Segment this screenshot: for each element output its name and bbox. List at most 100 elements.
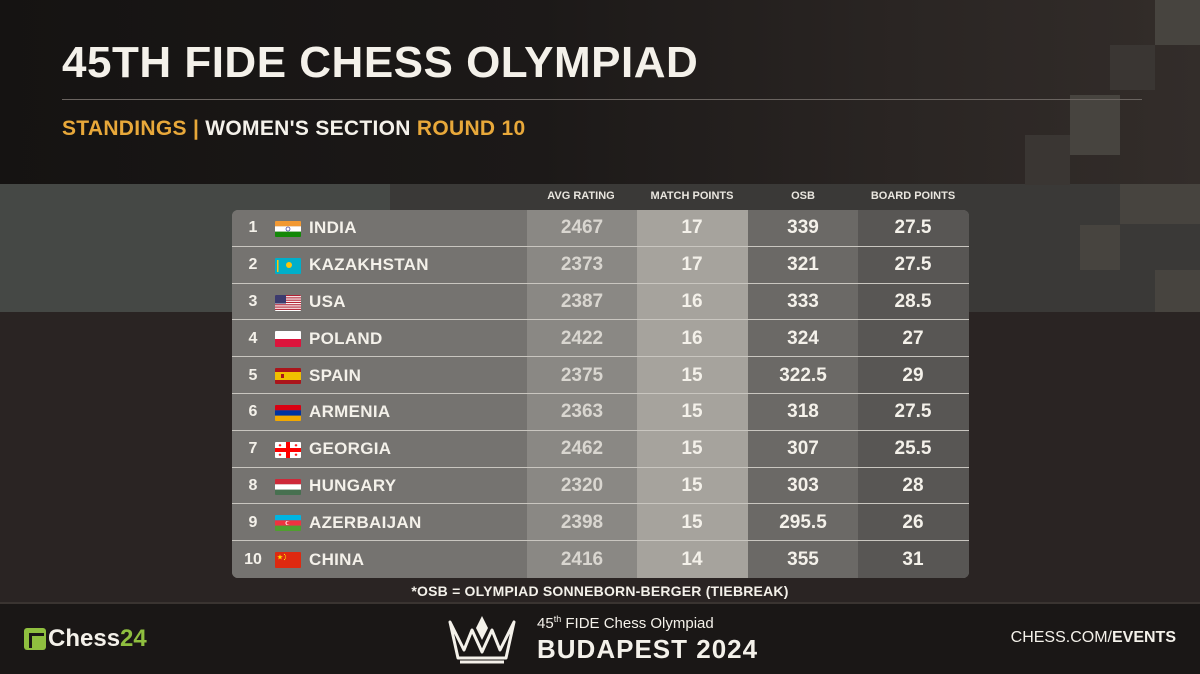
cell-avg-rating: 2462 [560,438,604,460]
flag-kazakhstan-icon [275,257,301,274]
subtitle-section: WOMEN'S SECTION [205,117,411,140]
event-brand: 45th FIDE Chess Olympiad BUDAPEST 2024 [537,614,758,665]
cell-match-points: 15 [681,401,703,423]
cell-rank: 5 [248,366,258,384]
cell-team: USA [309,291,346,311]
subtitle-round: ROUND 10 [416,117,526,140]
cell-match-points: 17 [681,217,703,239]
column-header-osb: OSB [791,190,815,202]
row-divider [232,392,969,394]
cell-team: HUNGARY [309,475,397,495]
cell-team: INDIA [309,218,357,238]
cell-board-points: 27.5 [894,217,932,239]
flag-spain-icon [275,368,301,385]
cell-osb: 307 [787,438,819,460]
cell-avg-rating: 2422 [560,327,604,349]
cell-team: ARMENIA [309,402,391,422]
row-divider [232,466,969,468]
events-domain: CHESS.COM/ [1010,629,1112,646]
cell-avg-rating: 2363 [560,401,604,423]
crown-logo-icon [448,616,516,664]
cell-team: SPAIN [309,365,362,385]
footer-bar [0,604,1200,674]
chess24-icon [24,628,46,650]
chess24-logo[interactable]: Chess24 [24,625,147,653]
column-header-avg-rating: AVG RATING [547,190,615,202]
column-bg-match-points [637,210,748,578]
row-divider [232,429,969,431]
flag-india-icon [275,221,301,237]
cell-avg-rating: 2387 [560,290,604,312]
row-divider [232,245,969,247]
osb-footnote: *OSB = OLYMPIAD SONNEBORN-BERGER (TIEBRE… [411,583,789,599]
cell-match-points: 16 [681,290,703,312]
background-top [0,0,1200,184]
table-row: 2 KAZAKHSTAN 2373 17 321 27.5 [232,247,969,284]
cell-team: CHINA [309,549,365,569]
cell-avg-rating: 2375 [560,364,604,386]
cell-avg-rating: 2416 [560,548,604,570]
cell-osb: 339 [787,217,819,239]
cell-board-points: 28 [902,474,924,496]
cell-rank: 4 [248,329,258,347]
cell-avg-rating: 2467 [560,217,604,239]
cell-board-points: 25.5 [894,438,932,460]
cell-team: POLAND [309,328,383,348]
cell-rank: 3 [248,292,258,310]
flag-poland-icon [275,331,301,348]
cell-rank: 8 [248,476,258,494]
cell-avg-rating: 2398 [560,511,604,533]
row-divider [232,356,969,358]
cell-rank: 2 [248,256,258,274]
cell-board-points: 28.5 [894,290,932,312]
events-link[interactable]: CHESS.COM/EVENTS [1011,629,1176,647]
decor-square [1080,225,1120,270]
decor-square [1110,45,1155,90]
cell-match-points: 14 [681,548,703,570]
flag-georgia-icon [275,441,301,458]
decor-square [1070,95,1120,155]
cell-match-points: 15 [681,474,703,496]
cell-rank: 6 [248,403,258,421]
table-row: 9 AZERBAIJAN 2398 15 295.5 26 [232,504,969,542]
cell-osb: 318 [787,401,819,423]
row-divider [232,282,969,284]
page-subtitle: STANDINGS | WOMEN'S SECTION ROUND 10 [62,117,526,141]
cell-team: GEORGIA [309,439,392,459]
flag-azerbaijan-icon [275,515,301,532]
cell-avg-rating: 2320 [560,474,604,496]
cell-match-points: 17 [681,254,703,276]
column-header-match-points: MATCH POINTS [650,190,734,202]
events-path: EVENTS [1111,629,1176,646]
event-name: FIDE Chess Olympiad [561,615,714,632]
column-bg-board-points [858,210,969,578]
cell-match-points: 15 [681,438,703,460]
event-edition: 45 [537,615,554,632]
flag-usa-icon [275,294,301,311]
cell-team: KAZAKHSTAN [309,255,429,275]
cell-rank: 9 [248,513,258,531]
standings-table: 1 INDIA 2467 17 339 27.5 2 KAZAKHSTAN 2373 17 321 2… [232,210,969,578]
cell-osb: 295.5 [779,511,827,533]
decor-square [1155,0,1200,45]
table-row: 6 ARMENIA 2363 15 318 27.5 [232,394,969,431]
page-title: 45TH FIDE CHESS OLYMPIAD [62,38,699,87]
column-bg-avg-rating [527,210,637,578]
table-row: 5 SPAIN 2375 15 322.5 29 [232,357,969,394]
footer-divider [0,602,1200,604]
cell-osb: 355 [787,548,819,570]
row-divider [232,503,969,505]
cell-match-points: 15 [681,511,703,533]
cell-rank: 1 [248,219,258,237]
cell-board-points: 27 [902,327,924,349]
chess24-label: Chess [48,625,121,652]
cell-match-points: 16 [681,327,703,349]
cell-match-points: 15 [681,364,703,386]
table-row: 8 HUNGARY 2320 15 303 28 [232,468,969,505]
cell-osb: 333 [787,290,819,312]
event-location: BUDAPEST 2024 [537,634,759,664]
decor-square [1025,135,1070,185]
flag-hungary-icon [275,478,301,495]
cell-team: AZERBAIJAN [309,512,422,532]
